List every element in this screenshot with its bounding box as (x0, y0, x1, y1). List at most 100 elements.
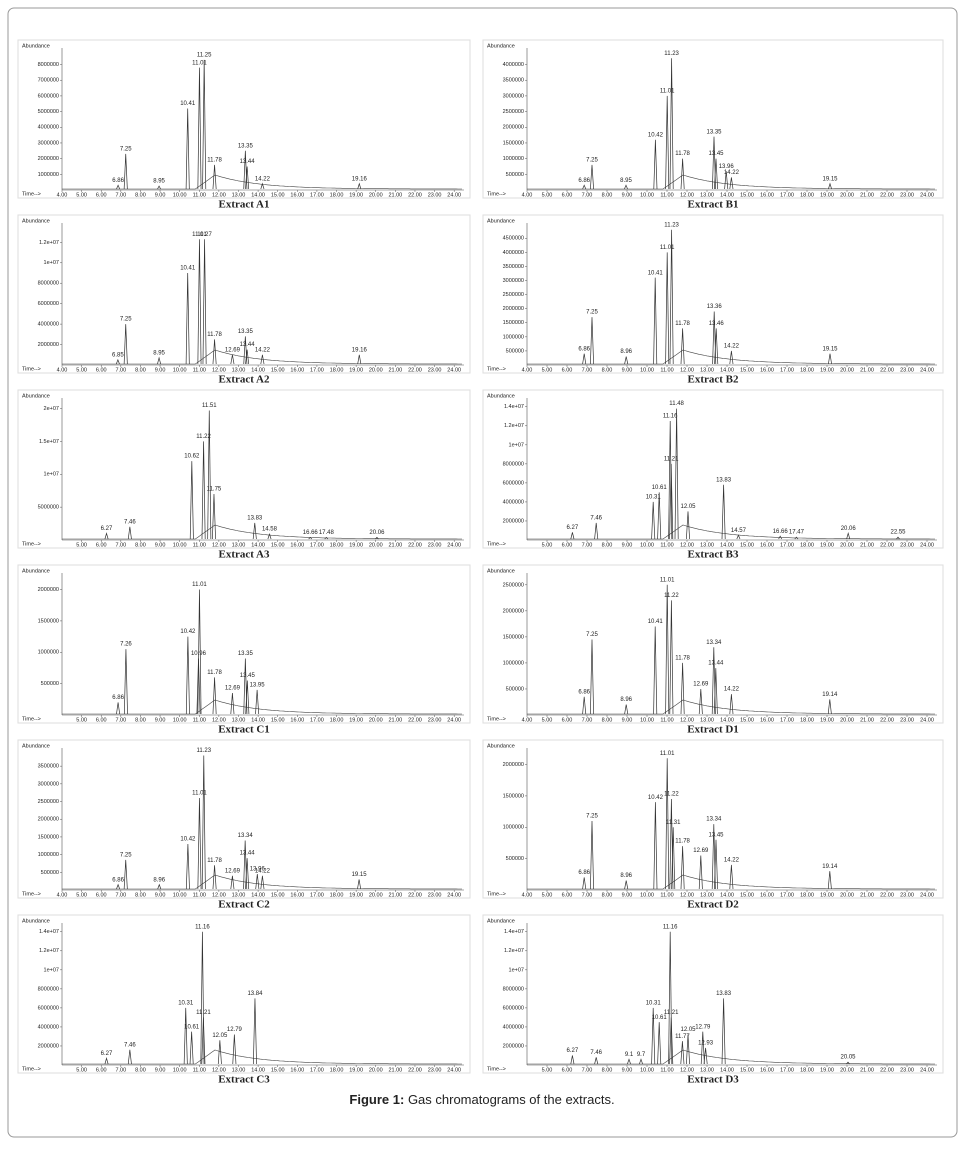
peak-label: 13.44 (240, 342, 256, 348)
x-axis-label: Time--> (22, 1066, 41, 1072)
y-tick-label: 3500000 (503, 78, 524, 84)
peak (711, 647, 716, 715)
x-tick-label: 12.00 (680, 367, 694, 373)
x-tick-label: 13.00 (232, 1067, 246, 1073)
x-tick-label: 8.00 (135, 192, 146, 198)
x-tick-label: 12.00 (680, 192, 694, 198)
y-axis-label: Abundance (22, 743, 50, 749)
caption-text: Gas chromatograms of the extracts. (408, 1092, 615, 1107)
peak (201, 1017, 206, 1065)
peak (189, 1031, 194, 1065)
peak (590, 820, 594, 890)
x-tick-label: 15.00 (740, 717, 754, 723)
peak-label: 11.78 (207, 670, 222, 676)
peak-label: 11.16 (663, 924, 678, 930)
x-tick-label: 19.00 (349, 542, 363, 548)
peak-label: 19.16 (352, 347, 368, 353)
x-tick-label: 20.00 (369, 717, 383, 723)
y-tick-label: 500000 (506, 348, 524, 354)
peak (260, 182, 265, 190)
peak-label: 13.45 (708, 151, 724, 157)
peak-label: 16.66 (773, 529, 789, 535)
x-tick-label: 18.00 (800, 542, 814, 548)
x-tick-label: 21.00 (860, 192, 874, 198)
x-tick-label: 21.00 (860, 717, 874, 723)
x-tick-label: 21.00 (388, 717, 402, 723)
panel-border (17, 39, 471, 199)
x-tick-label: 18.00 (330, 542, 344, 548)
peak-label: 10.41 (648, 619, 664, 625)
x-tick-label: 9.00 (622, 192, 633, 198)
peak (896, 536, 900, 540)
x-tick-label: 20.00 (840, 367, 854, 373)
peak-label: 7.25 (586, 157, 598, 163)
y-tick-label: 4000000 (503, 1024, 524, 1030)
y-axis-label: Abundance (487, 918, 515, 924)
peak (197, 797, 202, 890)
chart-title: Extract D1 (687, 724, 739, 736)
peak (653, 139, 658, 190)
peak-label: 7.46 (590, 515, 602, 521)
x-tick-label: 10.00 (640, 717, 654, 723)
peak-label: 12.69 (693, 848, 709, 854)
x-tick-label: 22.00 (880, 542, 894, 548)
peak (665, 95, 670, 190)
x-tick-label: 11.00 (660, 892, 673, 898)
x-tick-label: 23.00 (900, 892, 914, 898)
peak (729, 864, 734, 890)
peak (594, 1057, 599, 1065)
baseline (62, 524, 462, 540)
y-tick-label: 5000000 (38, 109, 59, 115)
chart-title: Extract A3 (218, 549, 270, 561)
peak-label: 13.46 (709, 321, 725, 327)
x-tick-label: 11.00 (193, 192, 206, 198)
peak-label: 11.01 (192, 582, 207, 588)
y-tick-label: 4000000 (38, 322, 59, 328)
x-tick-label: 13.00 (700, 717, 714, 723)
peak (157, 356, 162, 365)
x-tick-label: 13.00 (232, 367, 246, 373)
peak-label: 11.78 (207, 157, 222, 163)
peak-label: 6.27 (101, 526, 113, 532)
peak (714, 839, 718, 890)
peak (197, 589, 202, 715)
y-tick-label: 500000 (41, 681, 59, 687)
peak-label: 19.14 (822, 864, 838, 870)
x-tick-label: 16.00 (760, 717, 774, 723)
y-tick-label: 1.4e+07 (504, 404, 524, 410)
peak-label: 9.1 (625, 1052, 634, 1058)
peak (590, 317, 594, 365)
x-tick-label: 23.00 (900, 717, 914, 723)
x-tick-label: 11.00 (660, 542, 673, 548)
peak-label: 11.01 (660, 751, 675, 757)
y-tick-label: 3500000 (503, 264, 524, 270)
panel-border (17, 564, 471, 724)
peak-label: 6.86 (578, 870, 590, 876)
y-tick-label: 1000000 (38, 172, 59, 178)
y-tick-label: 6000000 (38, 1005, 59, 1011)
x-axis-label: Time--> (487, 1066, 506, 1072)
x-tick-label: 21.00 (860, 542, 874, 548)
y-tick-label: 1e+07 (44, 260, 59, 266)
x-tick-label: 16.00 (760, 892, 774, 898)
x-tick-label: 9.00 (155, 892, 166, 898)
x-tick-label: 21.00 (388, 892, 402, 898)
peak (189, 461, 194, 540)
x-axis-label: Time--> (22, 891, 41, 897)
y-axis-label: Abundance (487, 743, 515, 749)
x-tick-label: 6.00 (96, 717, 107, 723)
y-tick-label: 500000 (506, 686, 524, 692)
peak (127, 1049, 132, 1065)
x-tick-label: 22.00 (880, 892, 894, 898)
x-tick-label: 9.00 (622, 892, 633, 898)
peak (357, 879, 362, 890)
peak (243, 658, 248, 715)
y-tick-label: 2000000 (503, 762, 524, 768)
peak (729, 350, 734, 365)
x-tick-label: 18.00 (800, 717, 814, 723)
y-tick-label: 3500000 (38, 764, 59, 770)
peak (260, 354, 265, 365)
x-tick-label: 24.00 (920, 542, 934, 548)
peak-label: 11.22 (664, 792, 679, 798)
x-tick-label: 11.00 (193, 542, 206, 548)
